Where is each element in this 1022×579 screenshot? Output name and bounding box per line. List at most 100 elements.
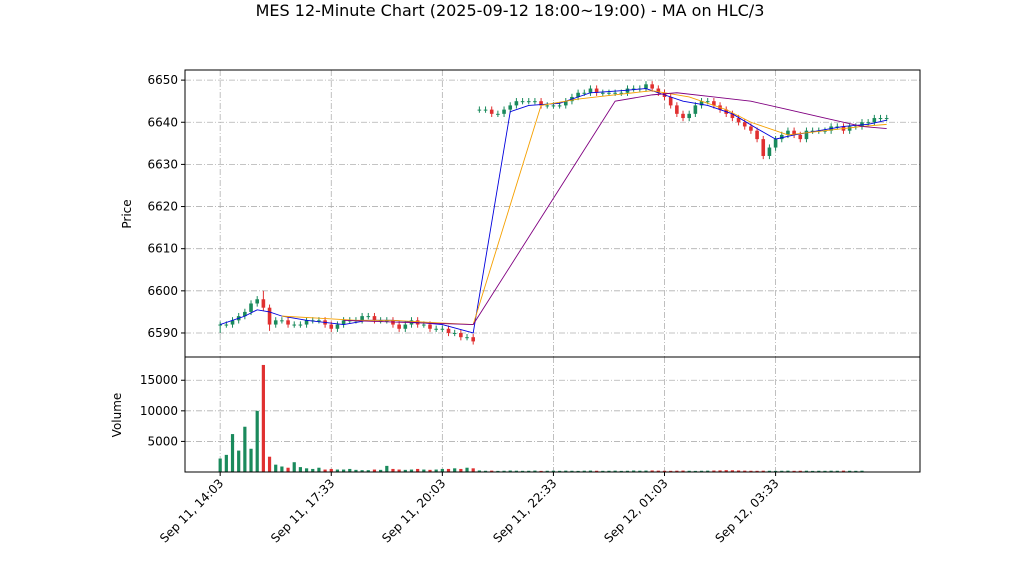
volume-bar bbox=[379, 469, 383, 472]
candle-body bbox=[650, 84, 654, 89]
y-tick-label: 15000 bbox=[140, 373, 178, 387]
candle-body bbox=[600, 92, 605, 94]
volume-bar bbox=[699, 470, 704, 472]
volume-bar bbox=[428, 469, 432, 472]
candle-body bbox=[761, 139, 766, 156]
candle-body bbox=[273, 320, 278, 325]
volume-bar bbox=[372, 469, 377, 472]
candle-body bbox=[372, 316, 377, 321]
candle-body bbox=[668, 96, 673, 106]
volume-bar bbox=[601, 470, 605, 472]
price-panel-frame bbox=[184, 69, 921, 358]
candle-body bbox=[576, 92, 580, 97]
candle-body bbox=[261, 299, 266, 308]
candle-body bbox=[551, 105, 556, 107]
candle-body bbox=[267, 307, 272, 325]
volume-bar bbox=[576, 470, 580, 472]
candle-body bbox=[693, 105, 698, 114]
x-tick-label: Sep 12, 01:03 bbox=[601, 476, 670, 545]
volume-bar bbox=[613, 470, 617, 472]
volume-bar bbox=[564, 470, 568, 472]
volume-bar bbox=[342, 469, 346, 472]
candle-body bbox=[508, 105, 513, 110]
candle-body bbox=[557, 105, 562, 107]
volume-bar bbox=[360, 470, 364, 472]
candle-body bbox=[341, 320, 346, 325]
candle-body bbox=[249, 303, 253, 312]
volume-axis-label: Volume bbox=[110, 393, 124, 438]
volume-bar bbox=[520, 470, 525, 472]
candle-body bbox=[866, 122, 870, 124]
candle-body bbox=[712, 101, 716, 106]
volume-bar bbox=[736, 470, 741, 472]
candle-body bbox=[625, 88, 630, 93]
x-tick-label: Sep 11, 20:03 bbox=[379, 476, 448, 545]
candle-body bbox=[366, 316, 371, 318]
volume-bar bbox=[224, 454, 228, 472]
candle-body bbox=[360, 316, 364, 321]
volume-bar bbox=[539, 470, 543, 472]
volume-bar bbox=[422, 469, 426, 472]
candle-body bbox=[502, 109, 506, 114]
candle-body bbox=[255, 299, 260, 304]
volume-bar bbox=[453, 468, 457, 472]
volume-bar bbox=[792, 470, 796, 472]
volume-bar bbox=[514, 470, 518, 472]
volume-bar bbox=[237, 450, 241, 472]
candle-body bbox=[594, 88, 599, 93]
candle-body bbox=[588, 88, 593, 93]
volume-bar bbox=[286, 467, 290, 472]
candle-body bbox=[440, 328, 445, 330]
candle-body bbox=[545, 105, 550, 107]
chart-title: MES 12-Minute Chart (2025-09-12 18:00~19… bbox=[256, 1, 765, 20]
candle-body bbox=[681, 113, 685, 119]
candle-body bbox=[385, 320, 389, 322]
candle-body bbox=[446, 328, 451, 333]
volume-bar bbox=[780, 470, 784, 472]
volume-bar bbox=[385, 465, 389, 472]
volume-bar bbox=[280, 466, 284, 472]
candle-body bbox=[823, 130, 827, 132]
volume-bar bbox=[249, 448, 253, 472]
candle-body bbox=[422, 324, 426, 326]
volume-bar bbox=[440, 468, 444, 472]
volume-bar bbox=[730, 470, 734, 472]
candle-body bbox=[798, 134, 803, 140]
volume-bar bbox=[650, 470, 654, 472]
volume-bar bbox=[662, 470, 667, 472]
volume-bar bbox=[625, 470, 630, 472]
volume-bar bbox=[811, 470, 815, 472]
candle-body bbox=[644, 84, 648, 89]
volume-bar bbox=[551, 470, 556, 472]
candle-body bbox=[483, 109, 488, 111]
volume-bar bbox=[459, 468, 463, 472]
candle-body bbox=[656, 88, 661, 93]
ma-line bbox=[220, 88, 887, 334]
candle-body bbox=[520, 101, 525, 103]
ma-line bbox=[281, 90, 887, 326]
y-tick-label: 6590 bbox=[147, 326, 178, 340]
candle-body bbox=[298, 324, 303, 326]
candle-body bbox=[533, 101, 537, 103]
volume-bar bbox=[471, 468, 475, 472]
ma-line bbox=[343, 92, 887, 326]
volume-bar bbox=[829, 470, 833, 472]
volume-bar bbox=[391, 468, 395, 472]
y-tick-label: 6600 bbox=[147, 284, 178, 298]
volume-bar bbox=[416, 468, 420, 472]
volume-bar bbox=[693, 470, 697, 472]
volume-bar bbox=[854, 470, 858, 472]
volume-bar bbox=[712, 470, 716, 472]
volume-bar bbox=[397, 469, 401, 472]
candle-body bbox=[563, 101, 568, 106]
volume-bar bbox=[570, 470, 574, 472]
volume-bar bbox=[477, 470, 481, 472]
candle-body bbox=[378, 320, 383, 322]
volume-bar bbox=[749, 470, 753, 472]
candle-body bbox=[835, 126, 840, 128]
y-tick-label: 5000 bbox=[147, 434, 178, 448]
candle-body bbox=[471, 337, 475, 342]
candle-body bbox=[428, 324, 432, 329]
candle-body bbox=[286, 320, 290, 325]
candle-body bbox=[619, 92, 624, 94]
